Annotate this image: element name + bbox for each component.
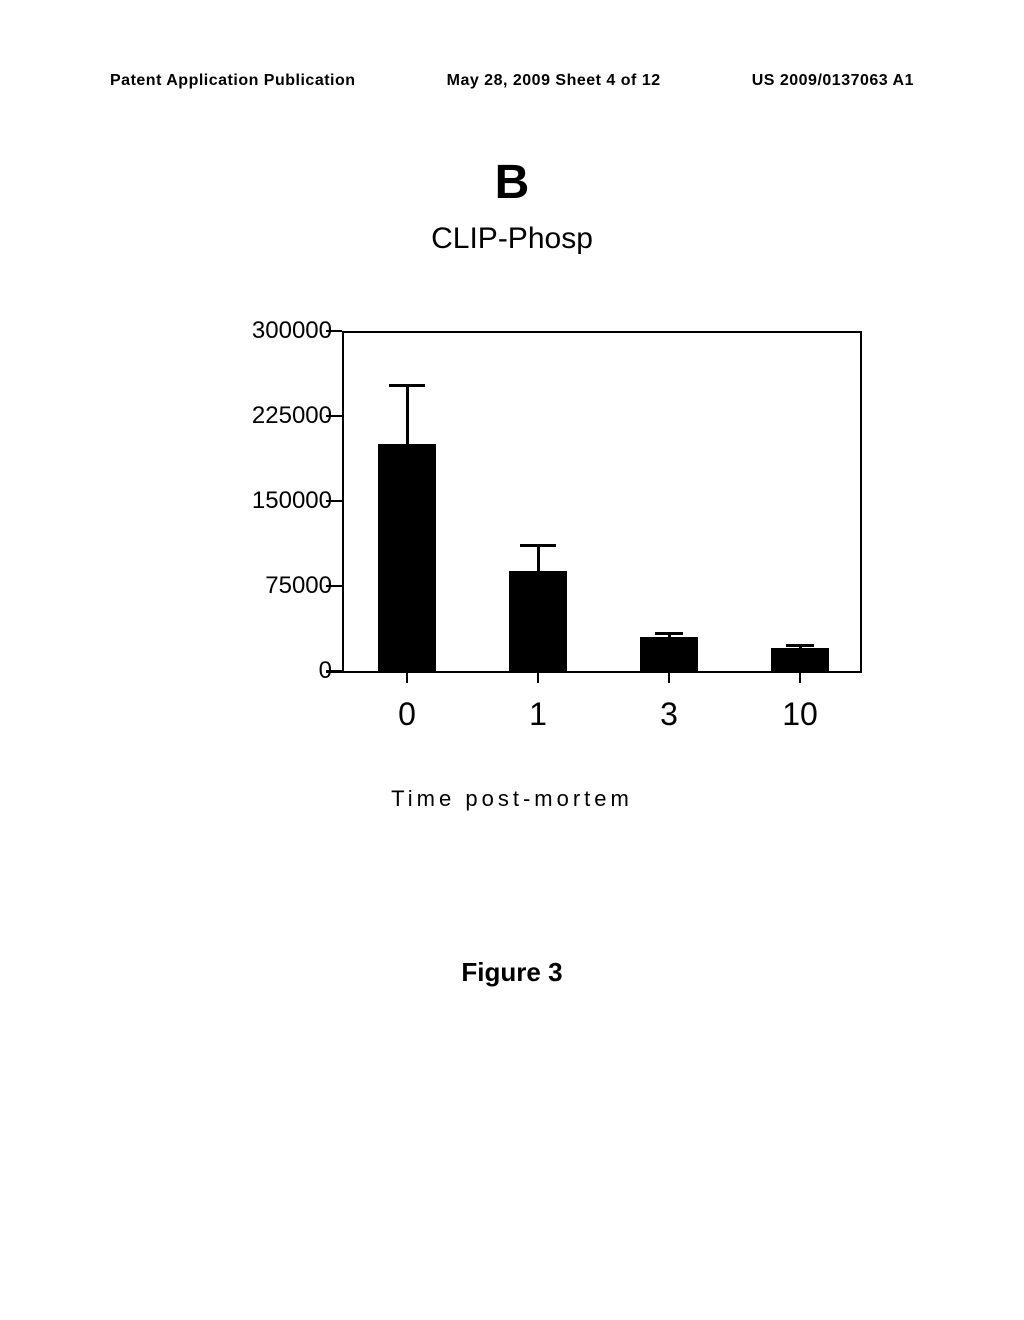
panel-label: B — [0, 155, 1024, 210]
chart-bar — [771, 648, 829, 671]
chart-bar — [640, 637, 698, 671]
chart-title: CLIP-Phosp — [0, 222, 1024, 256]
chart-bar — [378, 444, 436, 671]
x-tick-label: 1 — [529, 696, 547, 733]
error-bar-cap — [655, 632, 683, 635]
header-right: US 2009/0137063 A1 — [752, 72, 914, 90]
chart-container: 0 75000 150000 225000 300000 0 1 3 10 — [162, 331, 862, 721]
figure-label: Figure 3 — [0, 957, 1024, 988]
x-axis-title: Time post-mortem — [0, 786, 1024, 812]
x-tick — [668, 671, 670, 683]
error-bar-cap — [389, 384, 425, 387]
x-tick-label: 3 — [660, 696, 678, 733]
header-left: Patent Application Publication — [110, 72, 356, 90]
y-tick-label: 300000 — [252, 317, 332, 345]
y-tick-label: 150000 — [252, 487, 332, 515]
y-tick-label: 0 — [319, 657, 332, 685]
header-center: May 28, 2009 Sheet 4 of 12 — [447, 72, 661, 90]
y-tick-label: 225000 — [252, 402, 332, 430]
y-axis-line — [342, 331, 344, 671]
x-tick — [406, 671, 408, 683]
y-tick-label: 75000 — [265, 572, 332, 600]
chart-bar — [509, 571, 567, 671]
x-tick — [537, 671, 539, 683]
error-bar-cap — [520, 544, 556, 547]
page-header: Patent Application Publication May 28, 2… — [0, 0, 1024, 90]
x-tick — [799, 671, 801, 683]
x-tick-label: 10 — [782, 696, 818, 733]
error-bar — [537, 545, 540, 571]
error-bar — [406, 385, 409, 444]
x-tick-label: 0 — [398, 696, 416, 733]
error-bar-cap — [786, 644, 814, 647]
